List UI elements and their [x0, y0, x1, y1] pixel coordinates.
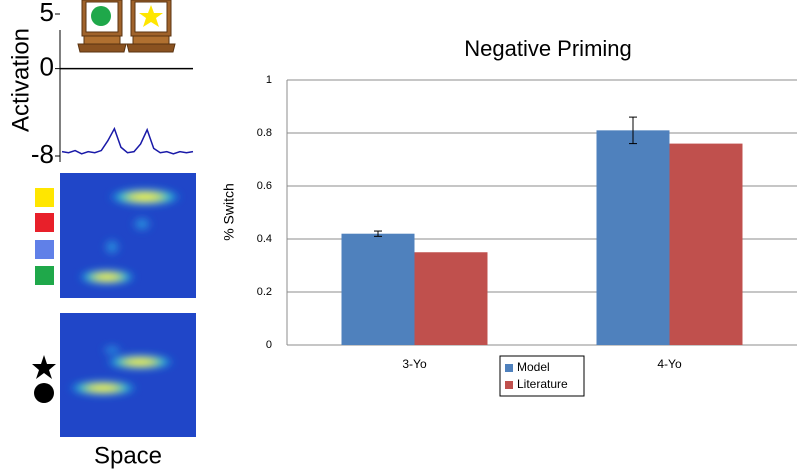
legend-label: Model — [517, 360, 550, 374]
y-tick-label: 0.2 — [257, 286, 272, 298]
legend — [499, 355, 585, 397]
y-tick-label: 0.4 — [257, 233, 272, 245]
heatmap-shape — [60, 313, 196, 437]
bar-chart: Negative Priming % Switch 0 0.2 0.4 0.6 0.8 1… — [221, 36, 797, 397]
x-tick-label: 4-Yo — [657, 357, 682, 371]
activation-plot: Activation Space 5 0 -8 — [7, 0, 194, 469]
heatmap-color — [60, 173, 196, 298]
bar — [596, 130, 670, 345]
y-axis-label: % Switch — [221, 183, 237, 241]
y-tick-label: 0 — [40, 51, 54, 81]
y-tick-label: 1 — [266, 74, 272, 86]
error-bar — [374, 230, 382, 237]
x-tick-label: 3-Yo — [402, 357, 427, 371]
y-tick-label: 0.8 — [257, 127, 272, 139]
legend-swatch — [505, 364, 513, 372]
y-tick-label: 0.6 — [257, 180, 272, 192]
bar — [669, 143, 743, 345]
feature-icons — [32, 188, 56, 403]
bar — [414, 252, 488, 345]
y-tick-label: 0 — [266, 339, 272, 351]
y-tick-label: 5 — [40, 0, 54, 27]
y-axis-label: Activation — [7, 28, 34, 132]
screen-icons — [77, 0, 176, 53]
y-tick-label: -8 — [31, 139, 54, 169]
chart-title: Negative Priming — [464, 36, 632, 61]
legend-swatch — [505, 381, 513, 389]
x-axis-label: Space — [94, 442, 162, 469]
error-bar — [629, 116, 637, 145]
activation-line — [61, 126, 194, 155]
bar — [341, 233, 415, 345]
legend-label: Literature — [517, 377, 568, 391]
